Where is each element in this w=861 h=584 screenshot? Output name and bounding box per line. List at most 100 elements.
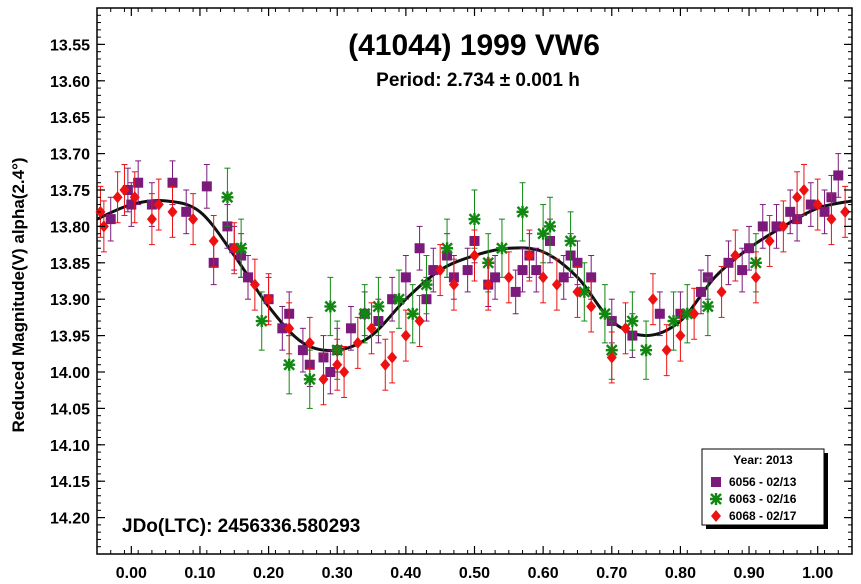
y-tick-label: 13.65 [50, 110, 90, 127]
data-point [737, 265, 748, 276]
data-point [243, 272, 253, 283]
data-point [778, 220, 789, 233]
data-point [490, 272, 501, 283]
data-point [469, 249, 480, 262]
legend-marker [710, 493, 722, 505]
data-point [757, 221, 768, 232]
data-point [661, 344, 672, 357]
data-point [805, 199, 816, 210]
data-point [119, 184, 130, 196]
data-point [414, 315, 425, 328]
data-point [598, 307, 611, 320]
data-point [792, 191, 803, 204]
legend-label: 6063 - 02/16 [729, 492, 797, 506]
y-tick-label: 13.90 [50, 292, 90, 309]
data-point [255, 315, 268, 328]
data-point [372, 300, 385, 313]
data-point [387, 294, 398, 305]
x-tick-label: 0.10 [184, 565, 215, 582]
y-tick-label: 14.20 [50, 511, 90, 528]
chart-title: (41044) 1999 VW6 [348, 29, 600, 62]
data-point [441, 242, 454, 255]
jd-annotation: JDo(LTC): 2456336.580293 [122, 516, 360, 537]
data-point [358, 307, 371, 320]
data-point [304, 336, 315, 349]
data-point [516, 205, 529, 218]
x-tick-label: 0.90 [733, 565, 764, 582]
data-point [181, 206, 192, 217]
y-tick-label: 14.05 [50, 401, 90, 418]
x-tick-label: 1.00 [802, 565, 833, 582]
data-point [503, 271, 514, 284]
data-point [297, 345, 308, 356]
data-point [448, 278, 459, 291]
data-point [428, 265, 439, 276]
data-point [798, 184, 809, 196]
x-tick-label: 0.50 [459, 565, 490, 582]
data-point [524, 249, 535, 262]
data-point [495, 242, 508, 255]
x-tick-label: 0.00 [116, 565, 147, 582]
data-point [564, 234, 577, 247]
data-point [188, 213, 199, 226]
data-point [462, 265, 473, 276]
legend-entry: 6068 - 02/17 [711, 509, 797, 523]
y-tick-label: 14.00 [50, 365, 90, 382]
data-point [221, 191, 234, 204]
data-point [345, 323, 356, 334]
legend: Year: 2013 6056 - 02/13 6063 - 02/16 6068 … [701, 448, 828, 529]
chart-subtitle: Period: 2.734 ± 0.001 h [376, 70, 580, 91]
data-point [339, 366, 350, 378]
data-point [284, 322, 295, 335]
data-point [129, 191, 140, 204]
data-point [318, 373, 329, 386]
y-tick-label: 13.85 [50, 256, 90, 273]
x-tick-label: 0.70 [596, 565, 627, 582]
legend-entry: 6056 - 02/13 [711, 475, 797, 489]
data-point [249, 278, 260, 291]
x-tick-label: 0.80 [665, 565, 696, 582]
data-point [551, 278, 562, 291]
data-point [126, 199, 137, 210]
data-point [620, 322, 631, 335]
data-point [133, 177, 144, 188]
data-point [263, 293, 274, 306]
y-tick-label: 13.75 [50, 183, 90, 200]
data-point [716, 285, 727, 298]
data-point [146, 213, 157, 226]
data-point [517, 265, 528, 276]
y-tick-label: 13.60 [50, 74, 90, 91]
data-point [701, 300, 714, 313]
data-point [771, 221, 782, 232]
data-point [840, 205, 851, 218]
x-tick-label: 0.40 [390, 565, 421, 582]
data-point [538, 271, 549, 284]
data-point [826, 213, 837, 226]
data-point [640, 344, 653, 357]
legend-box [701, 448, 825, 526]
y-tick-label: 13.95 [50, 329, 90, 346]
data-point [730, 249, 741, 262]
y-tick-label: 14.10 [50, 438, 90, 455]
data-point [483, 278, 494, 291]
data-point [283, 358, 296, 371]
y-axis-label: Reduced Magnitude(V) alpha(2.4°) [9, 157, 28, 432]
data-point [400, 272, 411, 283]
data-points-layer [95, 153, 851, 409]
data-point [324, 300, 337, 313]
data-point [667, 315, 680, 328]
data-point [586, 300, 597, 313]
legend-entry: 6063 - 02/16 [710, 492, 797, 506]
legend-label: 6056 - 02/13 [729, 475, 797, 489]
data-point [393, 293, 405, 306]
legend-entries: 6056 - 02/13 6063 - 02/16 6068 - 02/17 [710, 475, 797, 523]
data-point [167, 177, 178, 188]
data-point [689, 307, 700, 320]
y-tick-label: 13.70 [50, 147, 90, 164]
data-point [510, 286, 521, 297]
data-point [400, 329, 411, 342]
data-point [750, 271, 761, 284]
data-point [105, 214, 116, 225]
data-point [352, 336, 363, 349]
data-point [435, 264, 446, 277]
